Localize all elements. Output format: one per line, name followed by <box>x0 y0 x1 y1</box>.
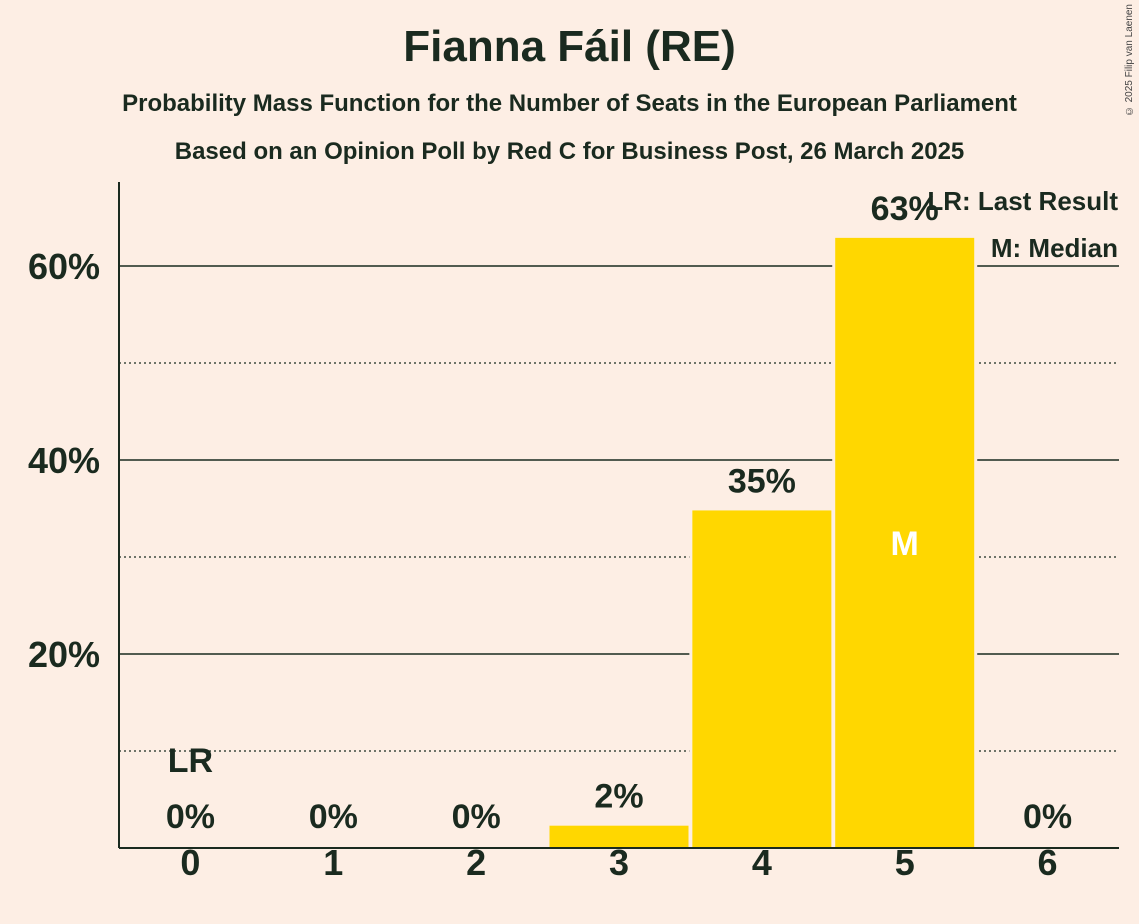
median-marker: M <box>891 525 919 563</box>
x-tick-label: 1 <box>323 842 343 883</box>
data-label: 0% <box>1023 798 1072 836</box>
bar <box>692 510 832 848</box>
last-result-marker: LR <box>168 742 213 780</box>
y-tick-label: 40% <box>28 440 100 481</box>
data-label: 0% <box>166 798 215 836</box>
x-tick-label: 5 <box>895 842 915 883</box>
chart-source: Based on an Opinion Poll by Red C for Bu… <box>174 138 965 165</box>
data-label: 63% <box>871 190 939 228</box>
chart-subtitle: Probability Mass Function for the Number… <box>122 90 1017 117</box>
legend-entry: LR: Last Result <box>927 186 1118 216</box>
chart-title: Fianna Fáil (RE) <box>403 22 736 71</box>
x-tick-label: 2 <box>466 842 486 883</box>
data-label: 35% <box>728 462 796 500</box>
data-label: 2% <box>594 778 643 816</box>
data-label: 0% <box>452 798 501 836</box>
legend-entry: M: Median <box>991 233 1118 263</box>
x-tick-label: 3 <box>609 842 629 883</box>
y-tick-label: 60% <box>28 246 100 287</box>
x-tick-label: 0 <box>180 842 200 883</box>
bar <box>835 237 975 848</box>
x-tick-label: 6 <box>1038 842 1058 883</box>
data-label: 0% <box>309 798 358 836</box>
bar <box>549 825 689 848</box>
x-tick-label: 4 <box>752 842 772 883</box>
y-tick-label: 20% <box>28 634 100 675</box>
